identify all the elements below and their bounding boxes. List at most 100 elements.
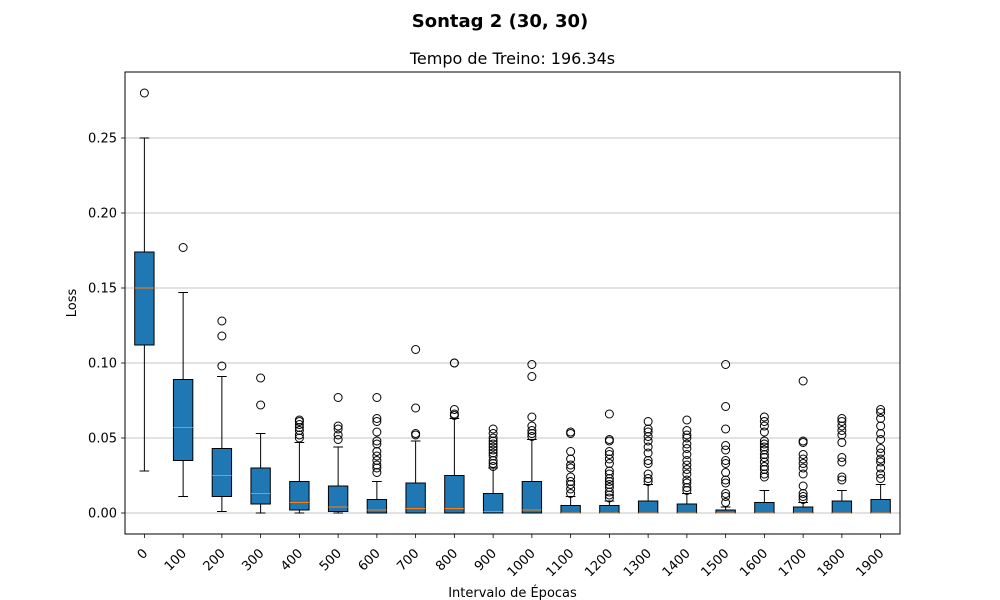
- y-axis-label: Loss: [65, 289, 80, 318]
- outlier-point: [643, 459, 653, 468]
- outlier-point: [798, 463, 808, 473]
- outlier-point: [721, 498, 731, 507]
- outlier-point: [837, 438, 847, 447]
- outlier-point: [178, 243, 188, 252]
- outlier-point: [759, 462, 769, 471]
- outlier-point: [798, 481, 808, 491]
- chart-suptitle: Sontag 2 (30, 30): [412, 11, 589, 32]
- outlier-point: [643, 442, 653, 452]
- x-tick-label: 1600: [737, 546, 771, 580]
- outlier-point: [604, 409, 614, 419]
- x-tick-label: 500: [317, 546, 345, 574]
- outlier-point: [682, 439, 692, 449]
- outlier-point: [837, 453, 847, 462]
- outlier-point: [527, 432, 537, 441]
- outlier-point: [449, 405, 459, 414]
- x-tick-label: 700: [394, 546, 422, 574]
- x-tick-label: 800: [433, 546, 461, 574]
- box: [366, 499, 388, 514]
- outlier-point: [721, 489, 731, 498]
- outlier-point: [566, 427, 576, 437]
- box: [676, 503, 698, 514]
- box: [637, 500, 659, 514]
- outlier-point: [604, 450, 614, 459]
- outlier-point: [372, 436, 382, 446]
- outlier-point: [294, 415, 304, 425]
- outlier-point: [256, 400, 266, 410]
- outlier-point: [372, 439, 382, 449]
- outlier-point: [876, 444, 886, 453]
- outlier-point: [798, 495, 808, 504]
- outlier-point: [721, 492, 731, 501]
- box: [211, 448, 233, 497]
- outlier-point: [682, 430, 692, 440]
- outlier-point: [759, 421, 769, 431]
- outlier-point: [488, 442, 498, 452]
- outlier-point: [682, 469, 692, 479]
- y-tick-label: 0.00: [88, 507, 117, 522]
- outlier-point: [604, 493, 614, 503]
- outlier-point: [876, 429, 886, 438]
- x-tick-label: 600: [356, 546, 384, 574]
- outlier-point: [643, 436, 653, 446]
- y-tick-label: 0.05: [88, 432, 117, 447]
- box: [482, 493, 504, 514]
- outlier-point: [333, 430, 343, 440]
- outlier-point: [798, 454, 808, 464]
- outlier-point: [643, 469, 653, 479]
- outlier-point: [876, 405, 886, 414]
- x-axis-label: Intervalo de Épocas: [448, 585, 577, 600]
- box: [792, 506, 814, 514]
- outlier-point: [682, 456, 692, 465]
- outlier-point: [798, 436, 808, 446]
- outlier-point: [333, 421, 343, 431]
- outlier-point: [411, 403, 421, 413]
- outlier-point: [449, 409, 459, 419]
- outlier-point: [837, 430, 847, 440]
- box: [831, 500, 853, 514]
- outlier-point: [604, 435, 614, 444]
- outlier-point: [488, 451, 498, 461]
- outlier-point: [488, 424, 498, 434]
- x-tick-label: 1200: [582, 546, 616, 580]
- outlier-point: [411, 345, 421, 354]
- outlier-point: [798, 459, 808, 468]
- outlier-point: [372, 451, 382, 461]
- box: [754, 502, 775, 514]
- outlier-point: [604, 483, 614, 492]
- x-tick-label: 1800: [815, 546, 849, 580]
- outlier-point: [721, 445, 731, 455]
- axes-frame: [124, 71, 901, 535]
- outlier-point: [876, 421, 886, 431]
- outlier-point: [682, 465, 692, 474]
- outlier-point: [139, 88, 149, 98]
- outlier-point: [876, 408, 886, 417]
- box: [289, 481, 310, 511]
- outlier-point: [256, 373, 266, 383]
- x-tick-label: 1400: [660, 546, 694, 580]
- outlier-point: [837, 457, 847, 467]
- outlier-point: [372, 427, 382, 437]
- outlier-point: [488, 439, 498, 449]
- outlier-point: [527, 372, 537, 381]
- outlier-point: [721, 360, 731, 369]
- plot-area: 0.00 0.05 0.10 0.15 0.20 0.25 0 100 200 300 400 500…: [88, 71, 901, 580]
- outlier-point: [372, 456, 382, 465]
- outlier-point: [721, 468, 731, 477]
- x-tick-label: 1100: [543, 546, 577, 580]
- outlier-point: [876, 474, 886, 483]
- outlier-point: [527, 412, 537, 422]
- outlier-point: [837, 414, 847, 423]
- outlier-point: [566, 472, 576, 482]
- outlier-point: [798, 469, 808, 479]
- x-tick-label: 200: [201, 546, 229, 574]
- x-tick-label: 1500: [698, 546, 732, 580]
- outlier-point: [876, 457, 886, 467]
- outlier-point: [759, 427, 769, 437]
- outlier-point: [604, 447, 614, 456]
- box: [444, 475, 465, 514]
- x-tick-label: 1000: [505, 546, 539, 580]
- outlier-point: [294, 426, 304, 435]
- outlier-point: [217, 331, 227, 341]
